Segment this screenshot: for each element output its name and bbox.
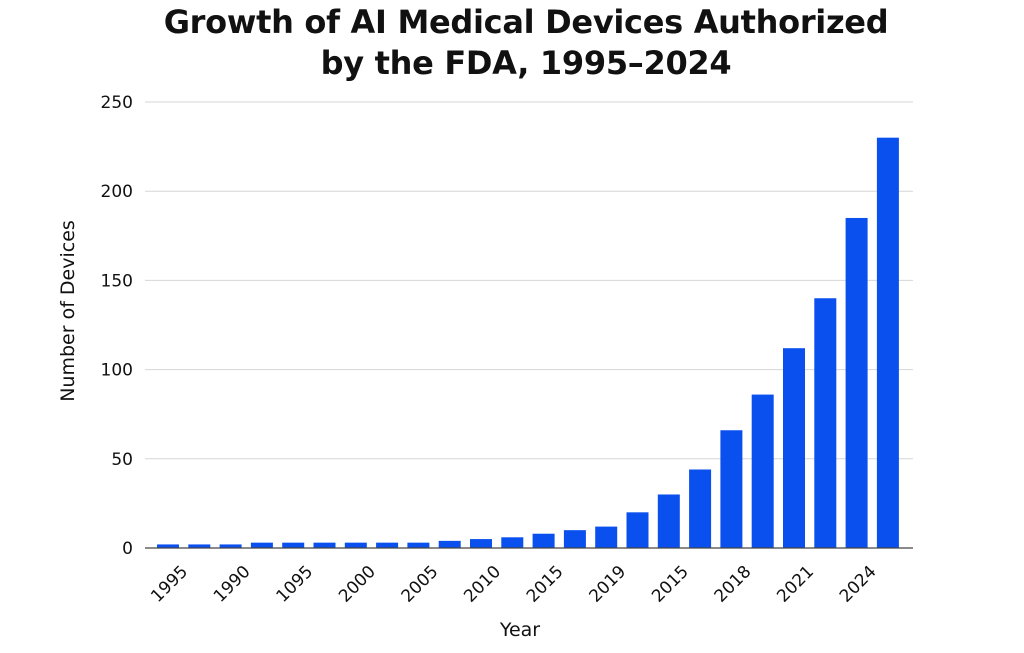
y-tick-label: 250 xyxy=(101,93,133,113)
x-axis-label: Year xyxy=(499,619,540,641)
bar xyxy=(751,394,774,548)
bar xyxy=(250,542,273,548)
y-tick-label: 150 xyxy=(101,271,133,291)
y-tick-label: 50 xyxy=(111,450,133,470)
x-tick-label: 1990 xyxy=(210,562,255,607)
bar xyxy=(595,526,618,548)
bar xyxy=(563,530,586,548)
bar xyxy=(219,544,242,548)
bar xyxy=(501,537,524,548)
x-tick-label: 1995 xyxy=(147,562,192,607)
x-tick-label: 2010 xyxy=(460,562,505,607)
x-tick-label: 2024 xyxy=(836,562,881,607)
y-tick-label: 0 xyxy=(122,539,133,559)
chart-title-line-1: Growth of AI Medical Devices Authorized xyxy=(163,3,889,41)
bar xyxy=(282,542,305,548)
bar xyxy=(720,430,743,548)
bar xyxy=(313,542,336,548)
y-tick-label: 100 xyxy=(101,361,133,381)
bar xyxy=(470,539,492,548)
x-tick-label: 2021 xyxy=(773,562,818,607)
bar xyxy=(657,494,680,548)
x-tick-label: 1095 xyxy=(272,562,317,607)
bar xyxy=(876,137,899,548)
x-tick-label: 2000 xyxy=(335,562,380,607)
y-tick-label: 200 xyxy=(101,182,133,202)
bar xyxy=(532,533,555,548)
bar xyxy=(814,298,837,548)
bar xyxy=(689,469,712,548)
x-tick-label: 2005 xyxy=(398,562,443,607)
bar xyxy=(188,544,211,548)
bar xyxy=(783,348,805,548)
x-tick-label: 2018 xyxy=(711,562,756,607)
bar xyxy=(845,217,868,548)
x-tick-label: 2019 xyxy=(585,562,630,607)
y-axis-label: Number of Devices xyxy=(57,220,79,402)
bar xyxy=(344,542,367,548)
bar xyxy=(407,542,430,548)
chart-title: Growth of AI Medical Devices Authorized … xyxy=(0,2,1024,84)
bar xyxy=(376,542,399,548)
x-tick-label: 2015 xyxy=(523,562,568,607)
bar xyxy=(157,544,179,548)
bar xyxy=(626,512,649,548)
x-tick-label: 2015 xyxy=(648,562,693,607)
chart-title-line-2: by the FDA, 1995–2024 xyxy=(320,44,732,82)
bar xyxy=(438,540,461,548)
